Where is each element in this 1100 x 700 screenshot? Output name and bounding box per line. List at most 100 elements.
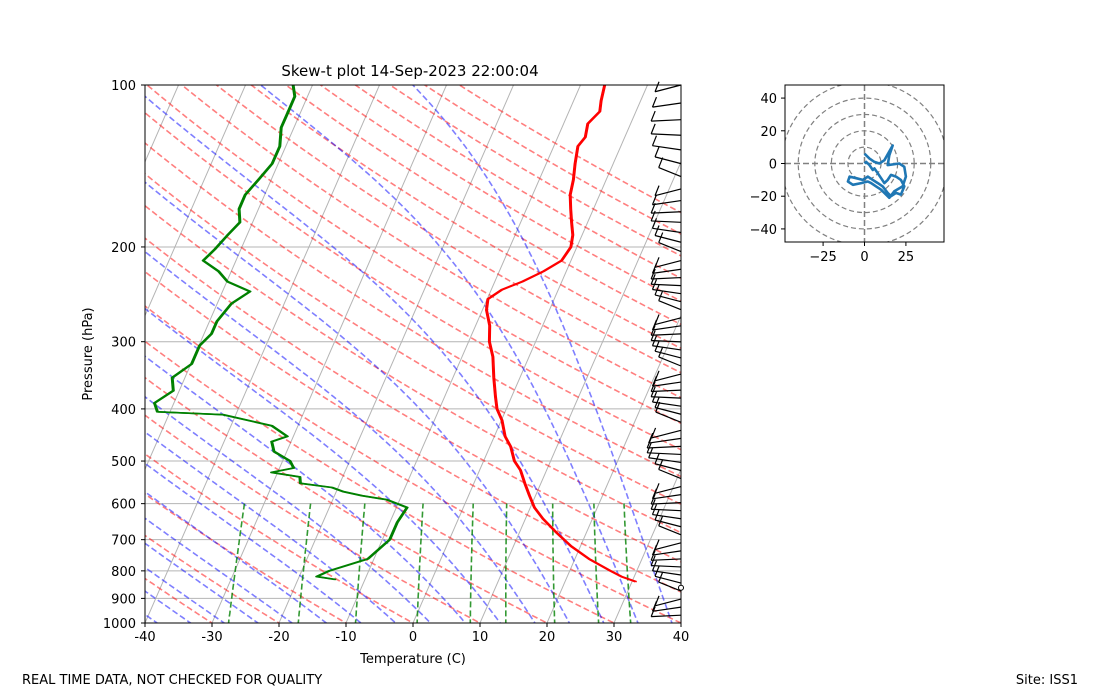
mixing-ratio-line [227,503,246,623]
wind-barb-flag [651,560,658,572]
wind-barb-flag [650,268,656,280]
moist-adiabat [145,542,260,623]
y-tick-label: 600 [111,498,136,513]
moist-adiabat [145,307,502,623]
wind-barb-flag [646,442,652,454]
wind-barb-flag [650,202,656,214]
moist-adiabat [145,431,397,623]
wind-barb-flag [650,330,656,341]
moist-adiabat [145,462,363,623]
dry-adiabat [215,85,681,374]
wind-barb [654,317,682,326]
wind-barb-flag [650,427,657,439]
wind-barb-flag [651,96,658,108]
wind-barb [648,437,682,444]
x-tick-label: -40 [134,630,155,645]
dry-adiabats [145,85,681,623]
wind-barb-flag [658,232,664,243]
moist-adiabat [145,395,432,623]
wind-barb [654,350,682,359]
x-tick-label: 40 [673,630,690,645]
wind-barb-flag [654,146,660,158]
mixing-ratio-lines [227,503,632,623]
wind-barb [651,614,682,618]
x-tick-label: -30 [201,630,222,645]
hodograph-y-tick-label: 20 [760,125,777,140]
wind-barb-flag [658,157,664,168]
y-axis-ticks: 100 200 300 400 500 600 700 800 900 1000 [103,79,145,632]
wind-barb [652,606,682,612]
wind-barb-flag [658,515,664,526]
wind-barb [658,525,682,536]
dry-adiabat [319,85,681,302]
y-tick-label: 300 [111,336,136,351]
mixing-ratio-line [416,503,424,623]
isotherm-line [278,85,515,623]
wind-barb [651,508,682,512]
isotherm-line [0,73,50,634]
wind-barb [658,241,682,253]
wind-barb [652,550,682,556]
x-tick-label: 30 [606,630,623,645]
isotherms [0,73,681,634]
y-tick-label: 200 [111,241,136,256]
mixing-ratio-line [623,503,632,623]
wind-barb [651,276,682,280]
wind-barb-flag [650,555,656,566]
dewpoint-trace [154,85,409,581]
hodograph: −25 0 25 40 20 0 −20 −40 [750,84,945,265]
dry-adiabat [145,85,681,425]
wind-barb-flag [651,319,658,331]
wind-barb [654,156,682,165]
hodograph-trace [846,144,908,200]
wind-barb-flag [648,447,654,458]
y-tick-label: 1000 [103,617,136,632]
dry-adiabat [145,141,681,478]
wind-barb [652,102,682,108]
wind-barb [651,564,682,568]
wind-barb [652,381,682,387]
wind-barb [654,234,682,243]
wind-barb-flag [658,346,664,358]
wind-barb-flag [651,194,658,205]
wind-barb [655,411,682,423]
wind-barb [658,356,682,367]
wind-barb [652,494,682,500]
dry-adiabat [388,85,681,257]
moist-adiabat [0,76,140,635]
hodograph-x-tick-label: −25 [809,250,836,265]
wind-barb [654,598,682,607]
wind-barb-flag [651,544,658,556]
wind-barb [651,558,682,561]
y-axis-label: Pressure (hPa) [81,307,96,400]
mixing-ratio-line [505,503,508,623]
wind-barb [652,268,682,274]
wind-barb [651,119,682,122]
skewt-title: Skew-t plot 14-Sep-2023 22:00:04 [281,62,538,80]
dry-adiabat [145,111,681,451]
wind-barb-flag [658,571,664,583]
y-tick-label: 400 [111,403,136,418]
hodograph-y-tick-label: −40 [750,223,777,238]
wind-barb [651,211,682,214]
isotherm-line [345,85,582,623]
wind-barb-flag [650,110,656,122]
skewt-plot-area [0,73,681,635]
dry-adiabat [353,85,681,280]
hodograph-wind-trace [846,144,908,200]
hodograph-area [785,85,944,242]
mixing-ratio-line [469,503,474,623]
moist-adiabats [0,76,673,635]
calm-wind-marker [678,584,684,591]
moist-adiabat [145,490,328,623]
moist-adiabat [145,590,192,623]
dry-adiabat [145,204,681,534]
wind-barb-flag [651,488,658,500]
wind-barb [651,283,682,287]
wind-barb-flag [651,335,658,346]
wind-barb-flag [651,263,658,274]
wind-barb-flag [650,493,656,505]
sounding-traces [153,85,637,583]
wind-barb [652,145,682,151]
moist-adiabat [145,250,536,623]
